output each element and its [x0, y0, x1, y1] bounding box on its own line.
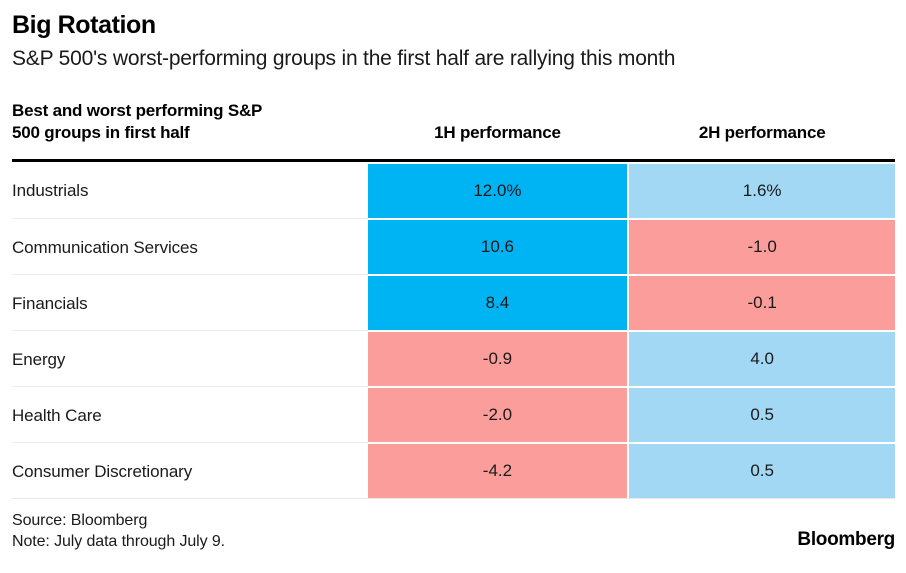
value-cell-1h: 8.4	[367, 276, 628, 330]
table-row: Financials 8.4 -0.1	[12, 274, 895, 330]
value-cell-1h: -2.0	[367, 388, 628, 442]
value-cell-2h: 1.6%	[629, 164, 895, 218]
row-header-label: Best and worst performing S&P 500 groups…	[12, 100, 368, 144]
value-cell-1h: 10.6	[367, 220, 628, 274]
column-header-2h: 2H performance	[698, 123, 826, 142]
bloomberg-logo: Bloomberg	[797, 529, 895, 550]
chart-title: Big Rotation	[12, 11, 156, 39]
row-label: Health Care	[12, 386, 368, 442]
row-header-line1: Best and worst performing S&P	[12, 101, 263, 120]
chart-subtitle: S&P 500's worst-performing groups in the…	[12, 47, 676, 70]
row-label: Industrials	[12, 181, 89, 200]
row-label: Communication Services	[12, 218, 368, 274]
row-label: Consumer Discretionary	[12, 442, 368, 498]
header-divider-rule	[12, 159, 895, 162]
column-header-1h: 1H performance	[434, 123, 561, 142]
value-cell-1h: -0.9	[367, 332, 628, 386]
source-notes: Source: Bloomberg Note: July data throug…	[12, 510, 225, 552]
value-cell-2h: 0.5	[629, 444, 895, 498]
row-label: Financials	[12, 274, 368, 330]
value-cell-1h: 12.0%	[367, 164, 628, 218]
source-line: Source: Bloomberg	[12, 512, 148, 529]
table-header-row: Best and worst performing S&P 500 groups…	[12, 100, 895, 144]
note-line: Note: July data through July 9.	[12, 533, 226, 550]
table-row: Communication Services 10.6 -1.0	[12, 218, 895, 274]
chart-footer: Source: Bloomberg Note: July data throug…	[12, 510, 895, 552]
value-cell-2h: 0.5	[629, 388, 895, 442]
performance-table: Industrials 12.0% 1.6% Communication Ser…	[12, 164, 895, 499]
value-cell-2h: -0.1	[629, 276, 895, 330]
table-row: Consumer Discretionary -4.2 0.5	[12, 442, 895, 498]
table-row: Health Care -2.0 0.5	[12, 386, 895, 442]
table-row: Energy -0.9 4.0	[12, 330, 895, 386]
value-cell-2h: -1.0	[629, 220, 895, 274]
value-cell-1h: -4.2	[367, 444, 628, 498]
row-header-line2: 500 groups in first half	[12, 123, 190, 142]
chart-graphic: Big Rotation S&P 500's worst-performing …	[12, 11, 895, 552]
value-cell-2h: 4.0	[629, 332, 895, 386]
row-label: Energy	[12, 330, 368, 386]
table-row: Industrials 12.0% 1.6%	[12, 164, 895, 218]
